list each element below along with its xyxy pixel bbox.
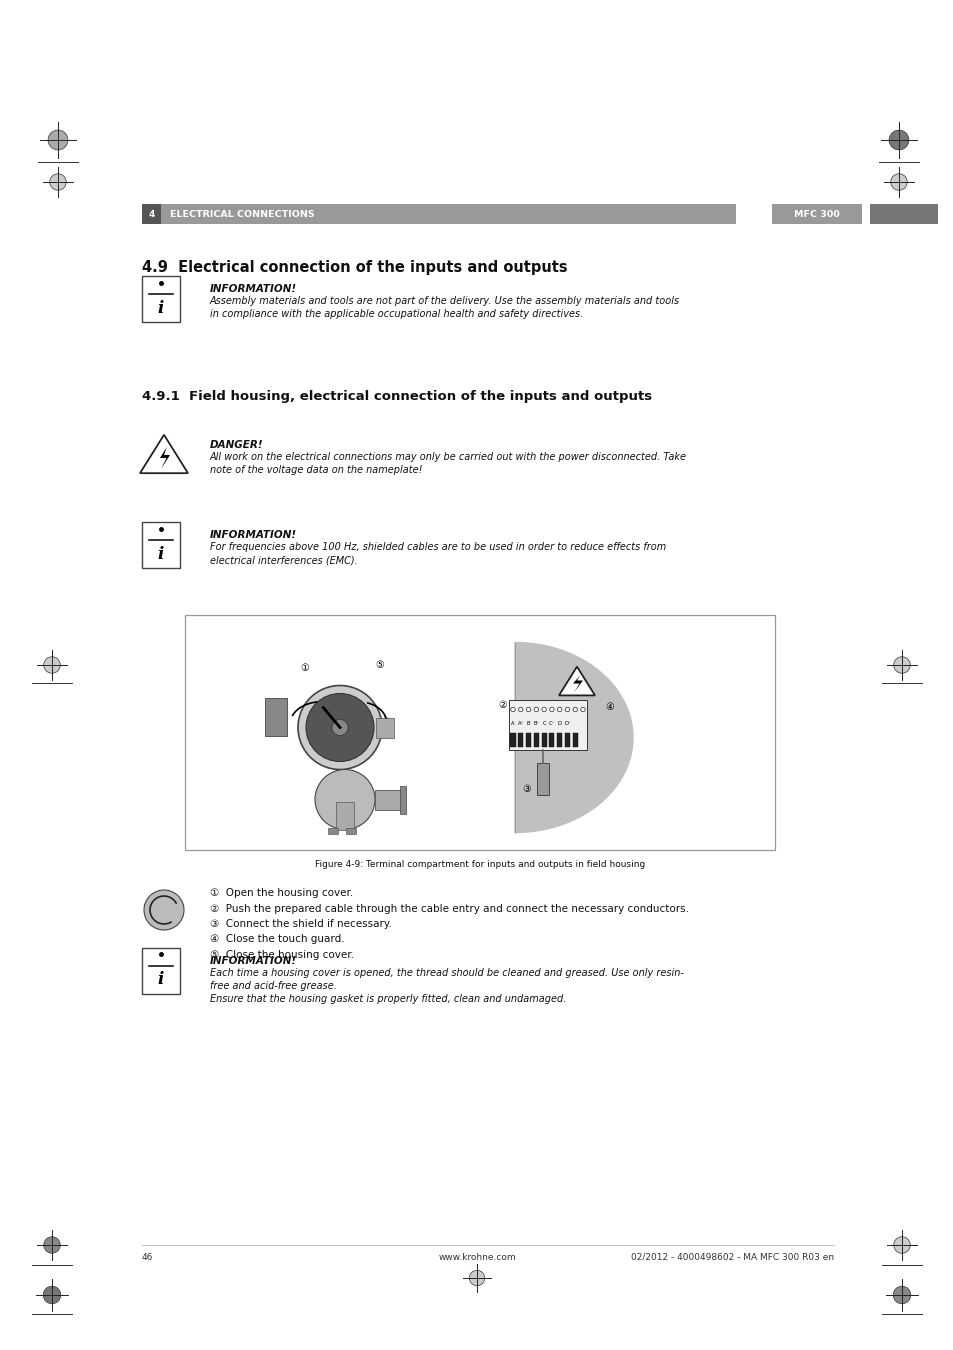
Bar	[541, 733, 546, 747]
Text: 46: 46	[142, 1253, 153, 1262]
Text: INFORMATION!: INFORMATION!	[210, 531, 296, 540]
Text: ②  Push the prepared cable through the cable entry and connect the necessary con: ② Push the prepared cable through the ca…	[210, 903, 688, 914]
Circle shape	[890, 174, 906, 190]
Circle shape	[144, 890, 184, 930]
Text: 4.9  Electrical connection of the inputs and outputs: 4.9 Electrical connection of the inputs …	[142, 261, 567, 275]
Bar	[185, 616, 774, 850]
Bar	[160, 204, 735, 224]
Bar	[509, 699, 586, 749]
Circle shape	[314, 769, 375, 829]
Circle shape	[510, 707, 515, 711]
Text: i: i	[157, 545, 164, 563]
Text: 4: 4	[148, 209, 154, 219]
Circle shape	[50, 174, 66, 190]
Bar	[142, 204, 160, 224]
Bar	[517, 733, 523, 747]
Text: i: i	[157, 971, 164, 988]
Bar	[533, 733, 538, 747]
Polygon shape	[558, 667, 595, 695]
Text: ⑤: ⑤	[375, 660, 384, 671]
Circle shape	[297, 686, 381, 769]
Circle shape	[893, 1237, 909, 1253]
Text: DANGER!: DANGER!	[210, 440, 263, 450]
Circle shape	[48, 130, 68, 150]
Text: 4.9.1  Field housing, electrical connection of the inputs and outputs: 4.9.1 Field housing, electrical connecti…	[142, 390, 652, 404]
Text: C: C	[541, 721, 545, 726]
Circle shape	[44, 1237, 60, 1253]
Bar	[265, 698, 287, 736]
Text: ⑤  Close the housing cover.: ⑤ Close the housing cover.	[210, 950, 354, 960]
Text: i: i	[157, 300, 164, 317]
Circle shape	[557, 707, 561, 711]
Bar	[142, 948, 180, 994]
Text: Figure 4-9: Terminal compartment for inputs and outputs in field housing: Figure 4-9: Terminal compartment for inp…	[314, 860, 644, 869]
Text: B: B	[526, 721, 530, 726]
Bar	[510, 733, 515, 747]
Bar	[399, 786, 406, 814]
Text: B⁻: B⁻	[533, 721, 539, 726]
Circle shape	[892, 1287, 910, 1304]
Text: D: D	[558, 721, 561, 726]
Bar	[328, 828, 337, 833]
Bar	[335, 802, 354, 829]
Circle shape	[893, 656, 909, 674]
Bar	[549, 733, 554, 747]
Text: ④: ④	[605, 702, 614, 713]
Text: ①  Open the housing cover.: ① Open the housing cover.	[210, 888, 353, 898]
Circle shape	[526, 707, 530, 711]
Bar	[346, 828, 355, 833]
Text: ③: ③	[522, 784, 531, 795]
Text: ④  Close the touch guard.: ④ Close the touch guard.	[210, 934, 344, 945]
Circle shape	[44, 656, 60, 674]
Polygon shape	[140, 435, 188, 474]
Circle shape	[564, 707, 569, 711]
Text: For frequencies above 100 Hz, shielded cables are to be used in order to reduce : For frequencies above 100 Hz, shielded c…	[210, 541, 665, 566]
Text: ELECTRICAL CONNECTIONS: ELECTRICAL CONNECTIONS	[170, 209, 314, 219]
Text: A⁺: A⁺	[517, 721, 523, 726]
Circle shape	[580, 707, 584, 711]
Circle shape	[534, 707, 538, 711]
Bar	[557, 733, 561, 747]
Text: INFORMATION!: INFORMATION!	[210, 284, 296, 294]
Text: C⁻: C⁻	[548, 721, 555, 726]
Text: 02/2012 - 4000498602 - MA MFC 300 R03 en: 02/2012 - 4000498602 - MA MFC 300 R03 en	[630, 1253, 833, 1262]
Text: ①: ①	[300, 663, 309, 672]
Circle shape	[541, 707, 546, 711]
Circle shape	[518, 707, 522, 711]
Bar	[375, 717, 394, 737]
Text: A: A	[511, 721, 515, 726]
Bar	[771, 204, 862, 224]
Circle shape	[306, 694, 374, 761]
Bar	[564, 733, 570, 747]
Circle shape	[43, 1287, 61, 1304]
Circle shape	[332, 720, 348, 736]
Polygon shape	[160, 447, 170, 468]
Text: INFORMATION!: INFORMATION!	[210, 956, 296, 965]
Circle shape	[469, 1270, 484, 1285]
Bar	[525, 733, 531, 747]
Bar	[375, 790, 405, 810]
Bar	[142, 522, 180, 568]
Text: www.krohne.com: www.krohne.com	[437, 1253, 516, 1262]
Text: Assembly materials and tools are not part of the delivery. Use the assembly mate: Assembly materials and tools are not par…	[210, 296, 679, 319]
Text: D⁻: D⁻	[563, 721, 570, 726]
Circle shape	[549, 707, 554, 711]
Circle shape	[888, 130, 908, 150]
Text: MFC 300: MFC 300	[793, 209, 839, 219]
Text: All work on the electrical connections may only be carried out with the power di: All work on the electrical connections m…	[210, 452, 686, 475]
Bar	[572, 733, 578, 747]
Polygon shape	[515, 643, 633, 833]
Bar	[537, 763, 548, 795]
Bar	[335, 769, 344, 799]
Text: ③  Connect the shield if necessary.: ③ Connect the shield if necessary.	[210, 919, 392, 929]
Bar	[869, 204, 937, 224]
Text: Each time a housing cover is opened, the thread should be cleaned and greased. U: Each time a housing cover is opened, the…	[210, 968, 683, 1004]
Text: ②: ②	[498, 701, 507, 710]
Circle shape	[573, 707, 577, 711]
Bar	[142, 275, 180, 323]
Polygon shape	[573, 675, 582, 693]
